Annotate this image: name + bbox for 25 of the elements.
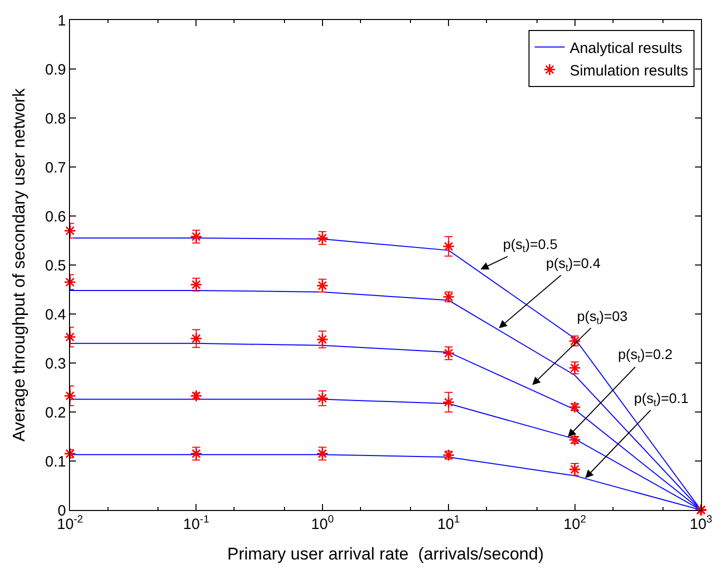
x-tick-label: 10$^{0}$: [311, 514, 334, 533]
annotation: p(s$_{t}$)=0.2: [618, 346, 673, 365]
legend-label: Simulation results: [570, 62, 688, 80]
x-tick-label: 10$^{3}$: [690, 514, 712, 533]
x-tick-label: 10$^{1}$: [437, 514, 460, 533]
annotation: p(s$_{t}$)=0.5: [503, 236, 558, 255]
annotation: p(s$_{t}$)=0.1: [634, 390, 689, 409]
annotation: p(s$_{t}$)=03: [577, 308, 628, 327]
y-tick-label: 0.1: [45, 453, 66, 470]
y-tick-label: 0.7: [45, 159, 66, 176]
y-tick-label: 0.2: [45, 404, 66, 422]
x-tick-label: 10$^{2}$: [564, 514, 586, 533]
x-axis-title: Primary user arrival rate (arrivals/second): [227, 544, 544, 564]
y-tick-label: 0.4: [45, 306, 66, 324]
y-tick-label: 0.9: [45, 61, 66, 78]
x-tick-label: 10$^{-1}$: [183, 514, 210, 533]
y-tick-label: 0.8: [45, 110, 66, 128]
legend-label: Analytical results: [570, 40, 682, 57]
y-tick-label: 0.5: [45, 257, 66, 274]
y-axis-title: Average throughput of secondary user network: [10, 88, 29, 442]
y-tick-label: 0: [58, 502, 66, 520]
y-tick-label: 0.3: [45, 355, 66, 372]
y-tick-label: 1: [58, 12, 66, 30]
y-tick-label: 0.6: [45, 208, 66, 226]
annotation: p(s$_{t}$)=0.4: [546, 255, 601, 274]
